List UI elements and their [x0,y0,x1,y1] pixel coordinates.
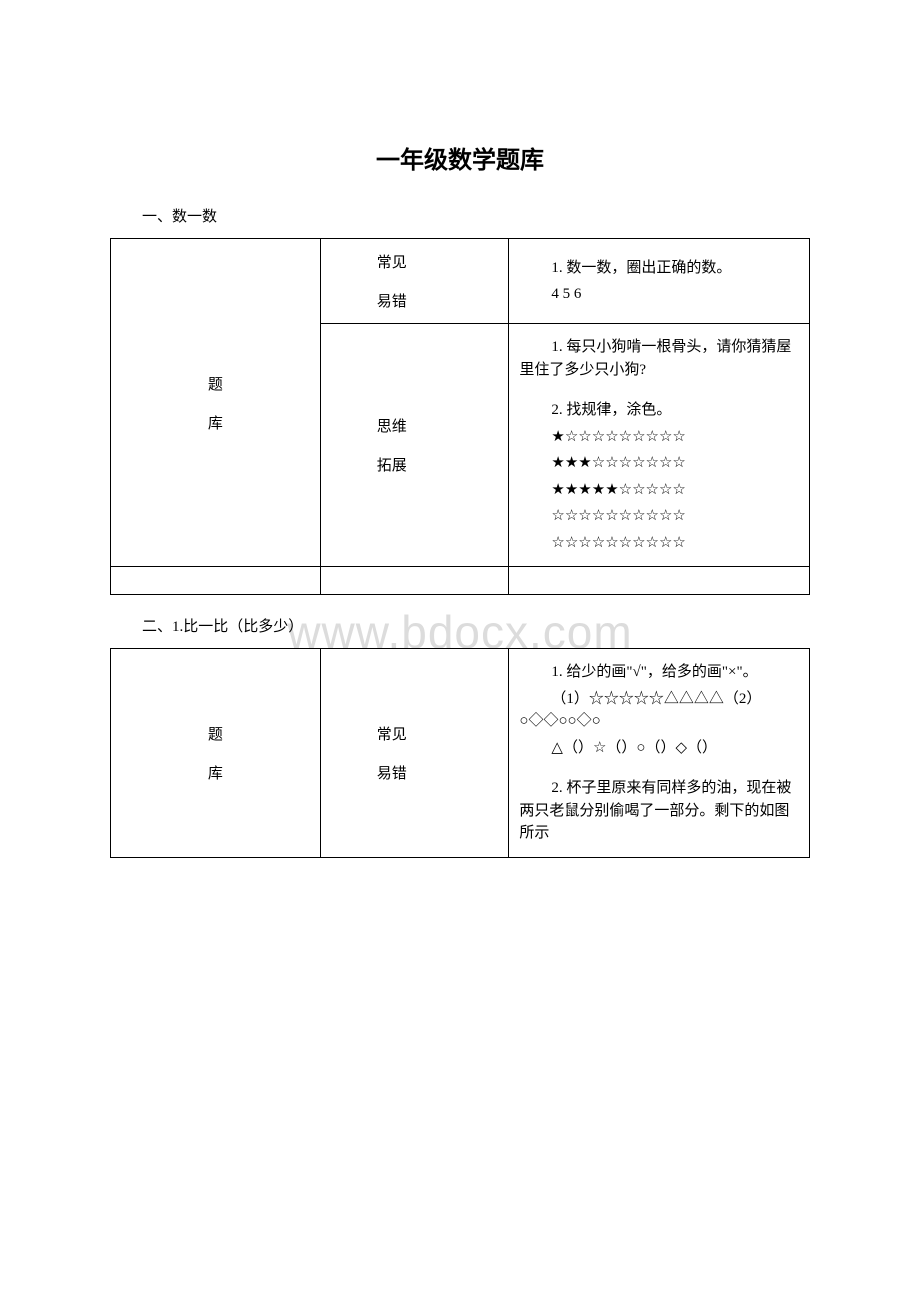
star-pattern: ☆☆☆☆☆☆☆☆☆☆ [519,505,799,528]
problem-text: 1. 给少的画"√"，给多的画"×"。 [519,661,799,684]
category-cell: 常见 易错 [320,239,509,324]
row-label-char: 库 [208,412,223,433]
table-2: 题 库 常见 易错 1. 给少的画"√"，给多的画"×"。 （1）☆☆☆☆☆△△… [110,648,810,858]
page-title: 一年级数学题库 [110,140,810,175]
row-label-cell: 题 库 [111,649,321,858]
empty-cell [509,567,810,595]
empty-cell [111,567,321,595]
table-row [111,567,810,595]
row-label-char: 库 [208,762,223,783]
star-pattern: ★☆☆☆☆☆☆☆☆☆ [519,426,799,449]
problem-text: 4 5 6 [519,283,799,306]
category-label: 常见 [377,251,499,272]
problem-text: （1）☆☆☆☆☆△△△△（2）○◇◇○○◇○ [519,688,799,733]
content-cell: 1. 数一数，圈出正确的数。 4 5 6 [509,239,810,324]
problem-text: 1. 数一数，圈出正确的数。 [519,257,799,280]
table-row: 题 库 常见 易错 1. 给少的画"√"，给多的画"×"。 （1）☆☆☆☆☆△△… [111,649,810,858]
row-label-char: 题 [208,723,223,744]
category-label: 常见 [377,723,499,744]
category-label: 易错 [377,290,499,311]
content-cell: 1. 给少的画"√"，给多的画"×"。 （1）☆☆☆☆☆△△△△（2）○◇◇○○… [509,649,810,858]
category-cell: 思维 拓展 [320,324,509,567]
category-label: 易错 [377,762,499,783]
star-pattern: ☆☆☆☆☆☆☆☆☆☆ [519,532,799,555]
empty-cell [320,567,509,595]
category-label: 拓展 [377,454,499,475]
star-pattern: ★★★☆☆☆☆☆☆☆ [519,452,799,475]
section-heading-2: 二、1.比一比（比多少） [110,615,810,636]
content-cell: 1. 每只小狗啃一根骨头，请你猜猜屋里住了多少只小狗? 2. 找规律，涂色。 ★… [509,324,810,567]
section-heading-1: 一、数一数 [110,205,810,226]
row-label-cell: 题 库 [111,239,321,567]
table-row: 题 库 常见 易错 1. 数一数，圈出正确的数。 4 5 6 [111,239,810,324]
category-cell: 常见 易错 [320,649,509,858]
table-1: 题 库 常见 易错 1. 数一数，圈出正确的数。 4 5 6 思维 [110,238,810,595]
problem-text: 1. 每只小狗啃一根骨头，请你猜猜屋里住了多少只小狗? [519,336,799,381]
problem-text: 2. 找规律，涂色。 [519,399,799,422]
problem-text: △（）☆（）○（）◇（） [519,737,799,760]
problem-text: 2. 杯子里原来有同样多的油，现在被两只老鼠分别偷喝了一部分。剩下的如图所示 [519,777,799,845]
star-pattern: ★★★★★☆☆☆☆☆ [519,479,799,502]
category-label: 思维 [377,415,499,436]
row-label-char: 题 [208,373,223,394]
